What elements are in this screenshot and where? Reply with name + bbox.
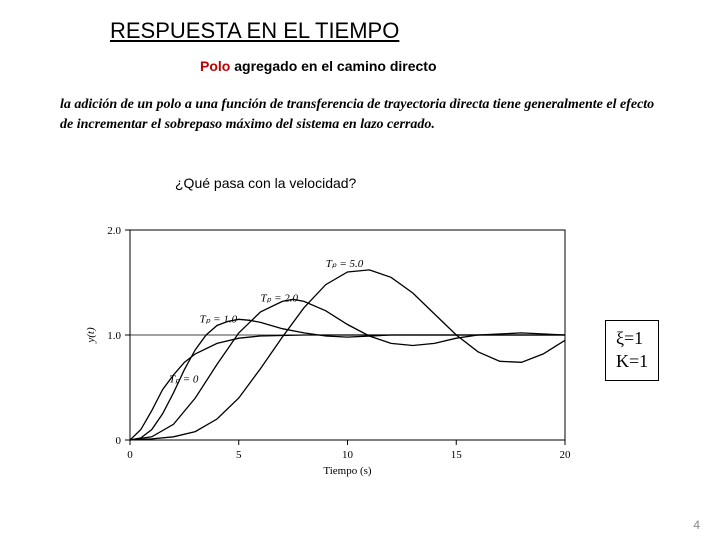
svg-text:0: 0 — [127, 449, 133, 461]
svg-text:10: 10 — [342, 449, 354, 461]
svg-text:2.0: 2.0 — [107, 225, 121, 237]
svg-text:20: 20 — [560, 449, 572, 461]
svg-text:Tₚ = 2.0: Tₚ = 2.0 — [261, 292, 299, 304]
svg-text:y(t): y(t) — [85, 327, 97, 344]
svg-text:15: 15 — [451, 449, 463, 461]
svg-text:Tₚ = 0: Tₚ = 0 — [169, 373, 199, 385]
svg-text:Tiempo (s): Tiempo (s) — [323, 465, 372, 477]
svg-text:Tₚ = 1.0: Tₚ = 1.0 — [200, 313, 238, 325]
subtitle-rest: agregado en el camino directo — [230, 58, 436, 74]
description-text: la adición de un polo a una función de t… — [60, 95, 660, 134]
question-text: ¿Qué pasa con la velocidad? — [175, 175, 356, 191]
param-K: K=1 — [616, 350, 648, 373]
parameter-box: ξ=1 K=1 — [605, 320, 659, 381]
svg-text:5: 5 — [236, 449, 242, 461]
page-title: RESPUESTA EN EL TIEMPO — [110, 18, 399, 44]
svg-text:1.0: 1.0 — [107, 330, 121, 342]
svg-text:Tₚ = 5.0: Tₚ = 5.0 — [326, 258, 364, 270]
subtitle: Polo agregado en el camino directo — [200, 58, 437, 74]
page-number: 4 — [693, 518, 700, 532]
step-response-chart: 0 5 10 15 20 0 1.0 2.0 Tiempo (s) y(t) Tₚ = 0 Tₚ = … — [80, 220, 580, 480]
param-xi: ξ=1 — [616, 327, 648, 350]
svg-text:0: 0 — [116, 435, 122, 447]
pole-highlight: Polo — [200, 58, 230, 74]
